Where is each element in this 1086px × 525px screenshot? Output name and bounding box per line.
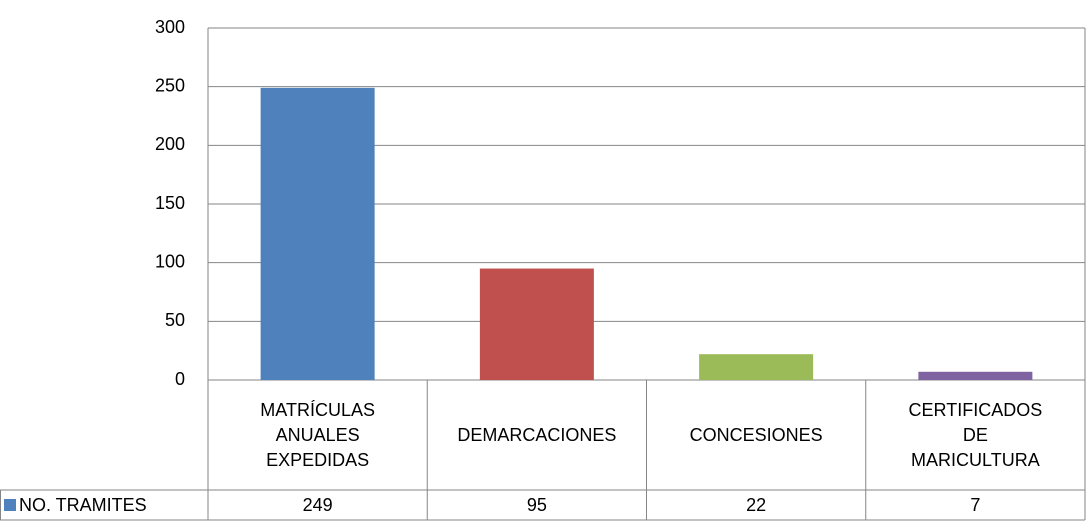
x-tick-label: MATRÍCULAS ANUALES EXPEDIDAS (260, 399, 375, 470)
table-value: 22 (746, 494, 767, 515)
y-tick-label: 50 (165, 310, 185, 330)
table-value: 249 (302, 494, 333, 515)
legend-label: NO. TRAMITES (19, 494, 147, 515)
y-tick-label: 300 (155, 17, 185, 37)
x-tick-label: CERTIFICADOS DE MARICULTURA (908, 399, 1043, 470)
x-tick-label: CONCESIONES (689, 424, 823, 445)
table-value: 7 (970, 494, 981, 515)
y-tick-label: 200 (155, 134, 185, 154)
y-tick-label: 100 (155, 251, 185, 271)
legend-swatch (4, 499, 16, 511)
bar (260, 87, 375, 380)
y-tick-label: 0 (175, 369, 185, 389)
bar (699, 354, 814, 380)
bar (479, 268, 594, 380)
y-tick-label: 150 (155, 193, 185, 213)
y-tick-label: 250 (155, 75, 185, 95)
table-value: 95 (526, 494, 547, 515)
bar (918, 371, 1033, 380)
legend-entry: NO. TRAMITES (0, 490, 208, 520)
x-tick-label: DEMARCACIONES (457, 424, 617, 445)
